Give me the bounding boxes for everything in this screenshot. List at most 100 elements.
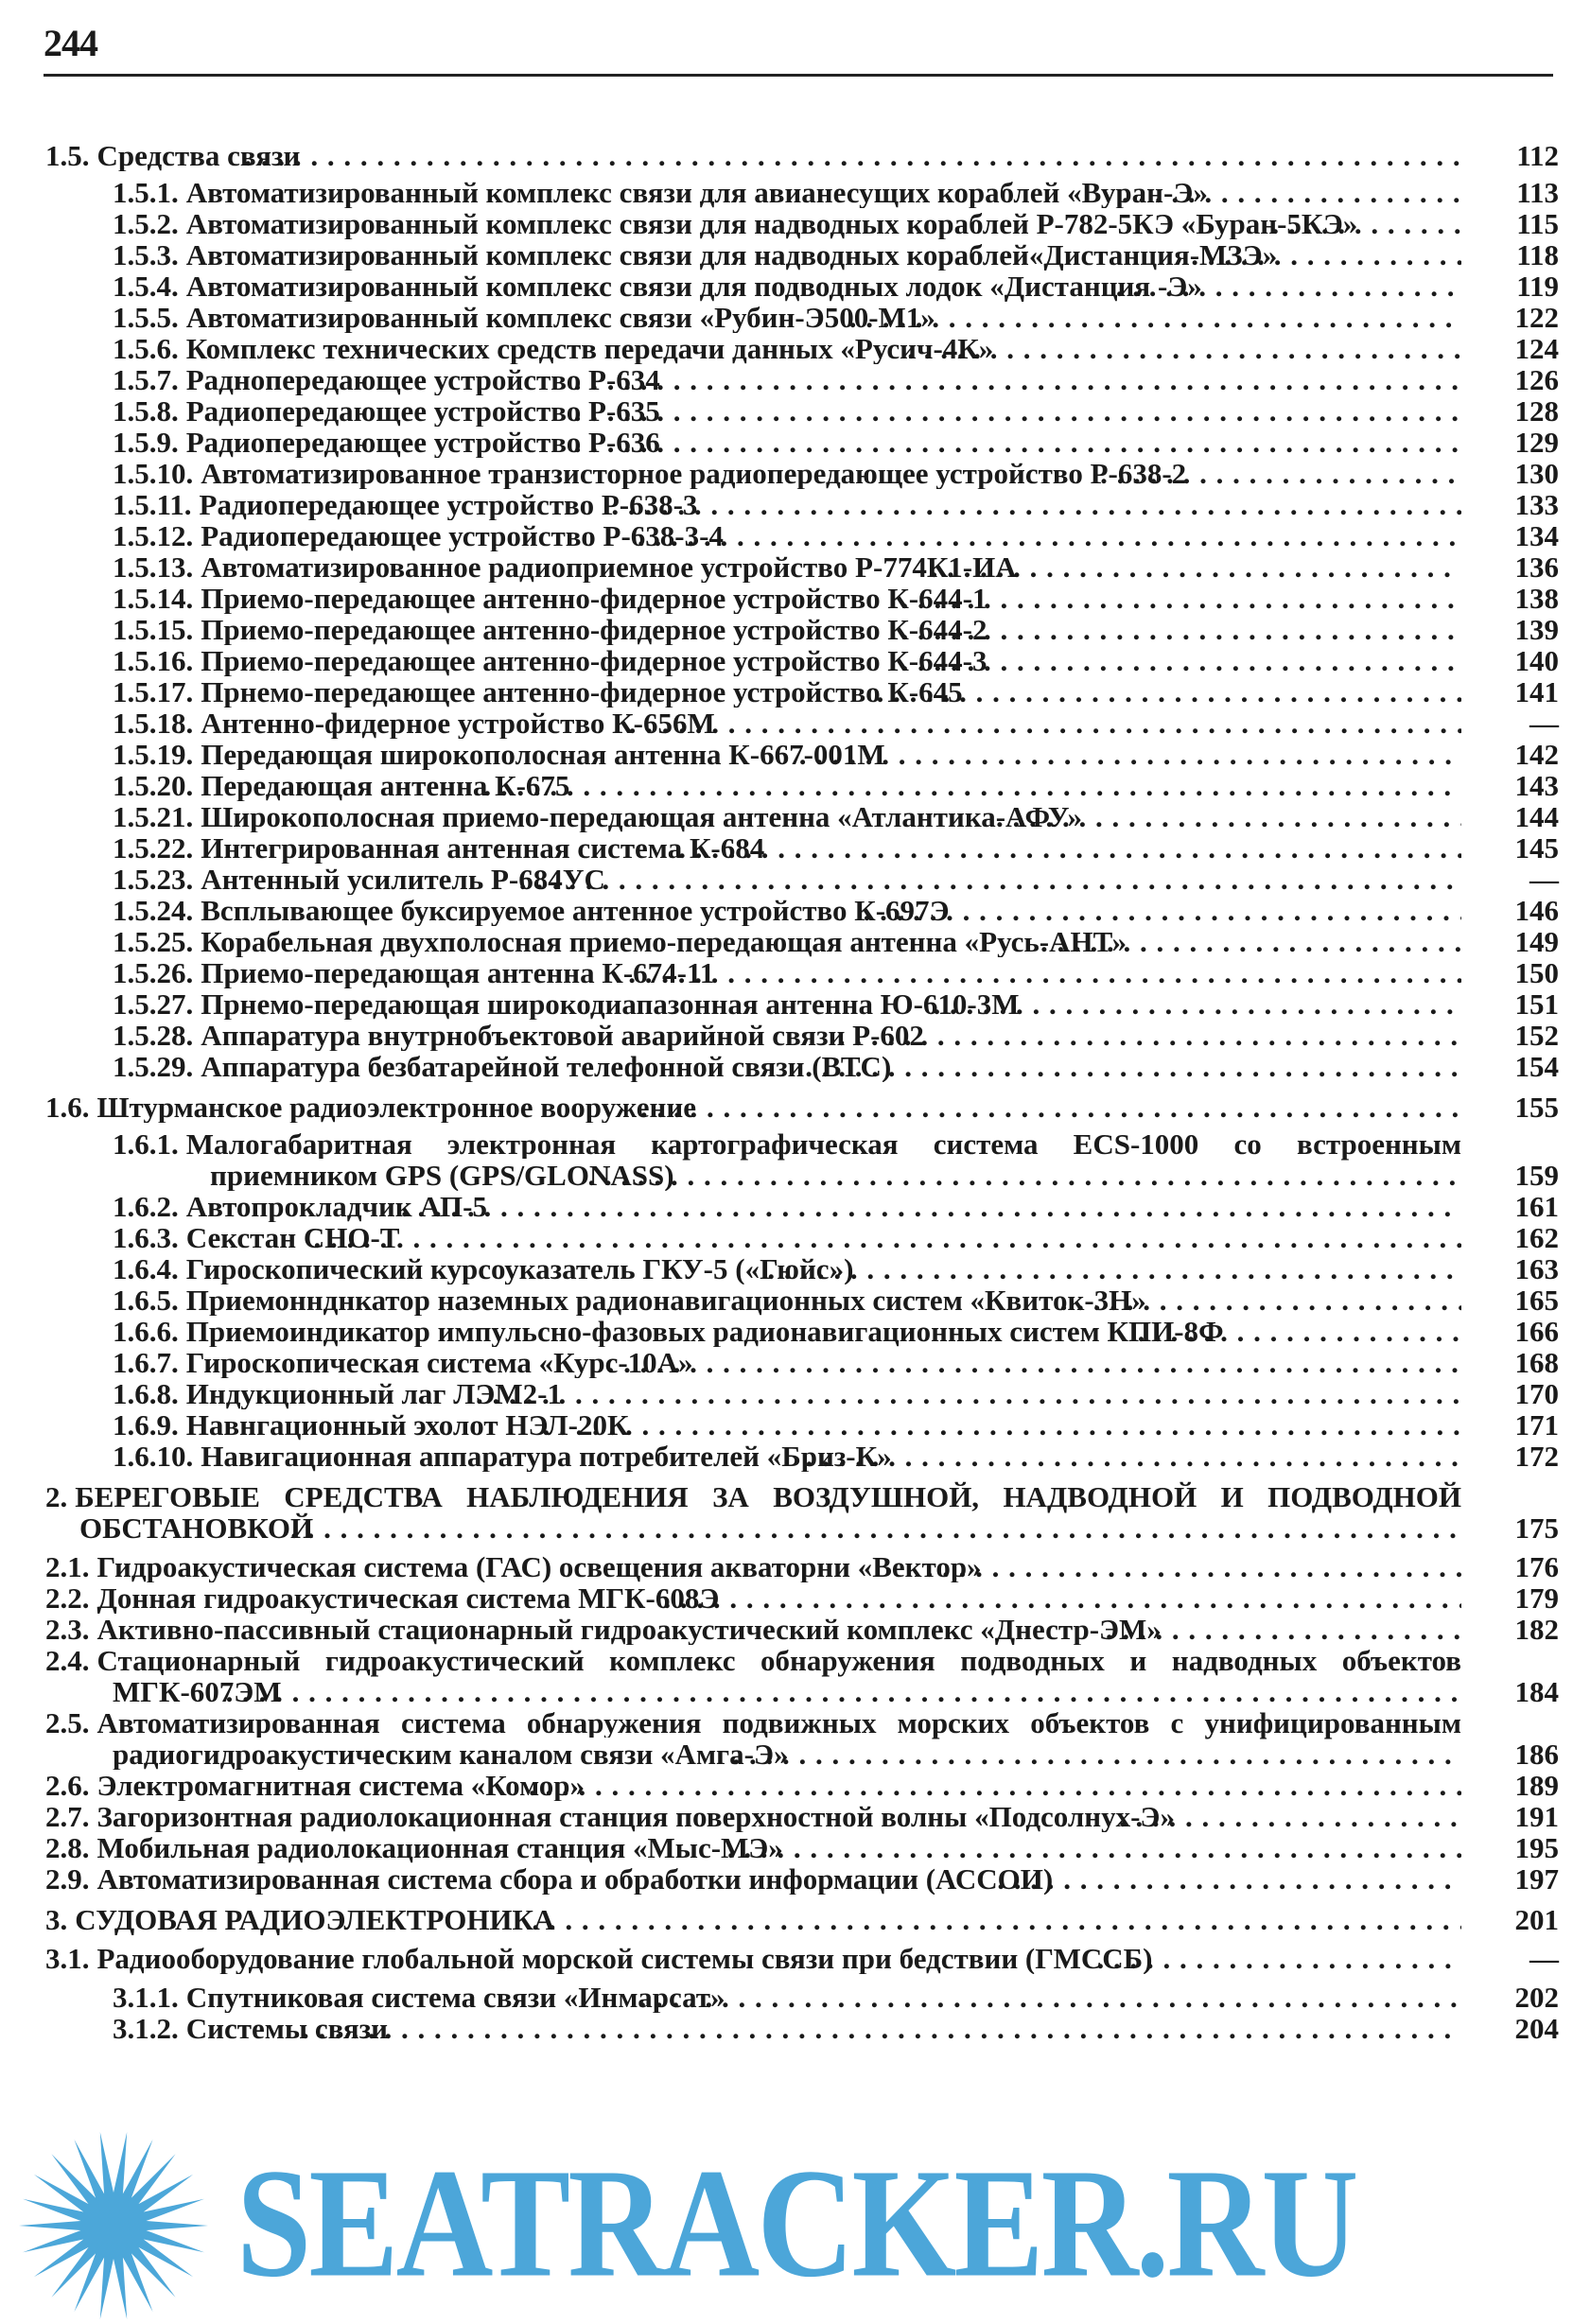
toc-entry[interactable]: 1.5.17. Прнемо-передающее антенно-фидерно… bbox=[45, 676, 1559, 708]
toc-entry-number: 1.5.19. bbox=[113, 739, 194, 770]
toc-entry[interactable]: 3.1. Радиооборудование глобальной морской… bbox=[45, 1943, 1559, 1974]
toc-entry[interactable]: 2.1. Гидроакустическая система (ГАС) осве… bbox=[45, 1551, 1559, 1582]
toc-entry[interactable]: 2.5. Автоматизированная система обнаружен… bbox=[45, 1707, 1559, 1770]
toc-entry[interactable]: 2.9. Автоматизированная система сбора и о… bbox=[45, 1863, 1559, 1895]
toc-entry[interactable]: 1.5.10. Автоматизированное транзисторное … bbox=[45, 458, 1559, 489]
toc-entry[interactable]: 2.8. Мобильная радиолокационная станция «… bbox=[45, 1832, 1559, 1863]
toc-entry[interactable]: 2. БЕРЕГОВЫЕ СРЕДСТВА НАБЛЮДЕНИЯ ЗА ВОЗДУ… bbox=[45, 1481, 1559, 1544]
toc-entry[interactable]: 1.5.Средства связи 112 bbox=[45, 140, 1559, 171]
toc-entry[interactable]: 1.5.15. Приемо-передающее антенно-фидерно… bbox=[45, 614, 1559, 645]
toc-entry-text: 1.6.1. Малогабаритная электронная картогр… bbox=[113, 1128, 1461, 1191]
toc-entry-body: 2.5. Автоматизированная система обнаружен… bbox=[45, 1707, 1461, 1770]
toc-entry-title: Аппаратура внутрнобъектовой аварийной св… bbox=[201, 1020, 924, 1051]
toc-entry[interactable]: 1.5.20.Передающая антенна К-675 143 bbox=[45, 770, 1559, 801]
toc-entry-text: 1.5.22. Интегрированная антенная система … bbox=[113, 832, 765, 864]
toc-entry[interactable]: 1.5.4. Автоматизированный комплекс связи … bbox=[45, 271, 1559, 302]
toc-entry-title: Электромагнитная система «Комор» bbox=[96, 1770, 586, 1801]
toc-entry[interactable]: 1.5.8.Радиопередающее устройство Р-635 12… bbox=[45, 395, 1559, 427]
toc-entry[interactable]: 1.6.9.Навнгационный эхолот НЭЛ-20К 171 bbox=[45, 1409, 1559, 1441]
toc-entry[interactable]: 1.5.2. Автоматизированный комплекс связи … bbox=[45, 208, 1559, 239]
toc-entry[interactable]: 2.4. Стационарный гидроакустический компл… bbox=[45, 1645, 1559, 1707]
toc-entry-title: Радиопередающее устройство Р-638-3-4 bbox=[201, 520, 724, 551]
toc-entry[interactable]: 1.5.6. Комплекс технических средств перед… bbox=[45, 333, 1559, 364]
toc-entry-title: Секстан СНО-Т bbox=[185, 1222, 400, 1253]
toc-entry-number: 1.6.4. bbox=[113, 1253, 179, 1284]
toc-entry-number: 2.5. bbox=[45, 1707, 90, 1739]
toc-entry[interactable]: 1.5.11. Радиопередающее устройство Р-638-… bbox=[45, 489, 1559, 520]
toc-entry[interactable]: 1.5.29. Аппаратура безбатарейной телефонн… bbox=[45, 1051, 1559, 1082]
toc-entry[interactable]: 1.5.25. Корабельная двухполосная приемо-п… bbox=[45, 926, 1559, 957]
toc-entry[interactable]: 1.5.28. Аппаратура внутрнобъектовой авари… bbox=[45, 1020, 1559, 1051]
toc-entry[interactable]: 1.5.12. Радиопередающее устройство Р-638-… bbox=[45, 520, 1559, 551]
toc-entry-number: 1.6.3. bbox=[113, 1222, 179, 1253]
toc-entry-page: 172 bbox=[1514, 1440, 1560, 1473]
toc-entry[interactable]: 1.5.16. Приемо-передающее антенно-фидерно… bbox=[45, 645, 1559, 676]
toc-entry-body: 1.6.6. Приемоиндикатор импульсно-фазовых … bbox=[45, 1316, 1461, 1347]
toc-entry[interactable]: 1.5.19. Передающая широкополосная антенна… bbox=[45, 739, 1559, 770]
toc-entry-text: 1.6.4. Гироскопический курсоуказатель ГКУ… bbox=[113, 1253, 854, 1284]
toc-entry[interactable]: 1.5.27. Прнемо-передающая широкодиапазонн… bbox=[45, 988, 1559, 1020]
toc-entry[interactable]: 1.5.13. Автоматизированное радиоприемное … bbox=[45, 551, 1559, 583]
toc-entry[interactable]: 2.3. Активно-пассивный стационарный гидро… bbox=[45, 1614, 1559, 1645]
toc-entry-body: 1.5.26. Приемо-передающая антенна К-674-1… bbox=[45, 957, 1461, 988]
toc-entry[interactable]: 1.5.3. Автоматизированный комплекс связи … bbox=[45, 239, 1559, 271]
toc-entry[interactable]: 2.6.Электромагнитная система «Комор» 189 bbox=[45, 1770, 1559, 1801]
toc-entry-text: 1.6.10. Навигационная аппаратура потребит… bbox=[113, 1441, 892, 1472]
toc-entry[interactable]: 1.5.22. Интегрированная антенная система … bbox=[45, 832, 1559, 864]
toc-entry-number: 3.1. bbox=[45, 1943, 90, 1974]
toc-entry[interactable]: 1.6.3.Секстан СНО-Т 162 bbox=[45, 1222, 1559, 1253]
toc-entry-page: 136 bbox=[1514, 550, 1560, 584]
toc-entry[interactable]: 1.6.5. Приемоннднкатор наземных радионави… bbox=[45, 1284, 1559, 1316]
toc-entry-body: 1.5.3. Автоматизированный комплекс связи … bbox=[45, 239, 1461, 271]
toc-entry-number: 2.6. bbox=[45, 1770, 90, 1801]
toc-entry-number: 1.5.25. bbox=[113, 926, 194, 957]
toc-entry[interactable]: 1.6.8.Индукционный лаг ЛЭМ2-1 170 bbox=[45, 1378, 1559, 1409]
toc-entry[interactable]: 3.1.2.Системы связи 204 bbox=[45, 2013, 1559, 2044]
toc-entry-title: Радиопередающее устройство Р-638-3 bbox=[199, 489, 698, 520]
toc-entry-text: 1.6.7. Гироскопическая система «Курс-10А» bbox=[113, 1347, 693, 1378]
toc-entry[interactable]: 1.5.5. Автоматизированный комплекс связи … bbox=[45, 302, 1559, 333]
toc-entry[interactable]: 1.5.23.Антенный усилитель Р-684УС — bbox=[45, 864, 1559, 895]
toc-entry[interactable]: 2.7. Загоризонтная радиолокационная станц… bbox=[45, 1801, 1559, 1832]
toc-entry-body: 1.5.9. Радиопередающее устройство Р-636 bbox=[45, 427, 1461, 458]
toc-entry[interactable]: 1.6.1. Малогабаритная электронная картогр… bbox=[45, 1128, 1559, 1191]
toc-entry-title: Автоматизированное радиоприемное устройс… bbox=[201, 551, 1017, 583]
toc-entry-page: — bbox=[1529, 1942, 1559, 1975]
toc-entry[interactable]: 1.6. Штурманское радиоэлектронное вооруже… bbox=[45, 1092, 1559, 1123]
toc-entry-page: 168 bbox=[1514, 1346, 1560, 1379]
toc-entry-body: 1.5.4. Автоматизированный комплекс связи … bbox=[45, 271, 1461, 302]
toc-entry[interactable]: 1.5.9.Радиопередающее устройство Р-636 12… bbox=[45, 427, 1559, 458]
toc-entry[interactable]: 1.5.21. Широкополосная приемо-передающая … bbox=[45, 801, 1559, 832]
toc-entry[interactable]: 1.5.18. Антенно-фидерное устройство К-656… bbox=[45, 708, 1559, 739]
toc-entry-page: 182 bbox=[1514, 1613, 1560, 1646]
toc-entry-page: 202 bbox=[1514, 1981, 1560, 2014]
toc-entry[interactable]: 2.2. Донная гидроакустическая система МГК… bbox=[45, 1582, 1559, 1614]
toc-entry[interactable]: 1.5.26. Приемо-передающая антенна К-674-1… bbox=[45, 957, 1559, 988]
toc-entry-body: 1.5.15. Приемо-передающее антенно-фидерно… bbox=[45, 614, 1461, 645]
toc-entry[interactable]: 1.5.24. Всплывающее буксируемое антенное … bbox=[45, 895, 1559, 926]
toc-entry[interactable]: 1.5.1. Автоматизированный комплекс связи … bbox=[45, 177, 1559, 208]
toc-entry-text: 1.5.16. Приемо-передающее антенно-фидерно… bbox=[113, 645, 987, 676]
toc-entry[interactable]: 1.6.2.Автопрокладчик АП-5 161 bbox=[45, 1191, 1559, 1222]
toc-entry-title: Приемо-передающее антенно-фидерное устро… bbox=[201, 583, 987, 614]
toc-entry-text: 2.7. Загоризонтная радиолокационная станц… bbox=[45, 1801, 1175, 1832]
toc-entry-title: Гидроакустическая система (ГАС) освещени… bbox=[96, 1551, 982, 1582]
toc-entry[interactable]: 1.6.10. Навигационная аппаратура потребит… bbox=[45, 1441, 1559, 1472]
toc-entry-body: 1.6.4. Гироскопический курсоуказатель ГКУ… bbox=[45, 1253, 1461, 1284]
toc-entry[interactable]: 1.6.4. Гироскопический курсоуказатель ГКУ… bbox=[45, 1253, 1559, 1284]
toc-entry-title: Гироскопическая система «Курс-10А» bbox=[185, 1347, 693, 1378]
toc-entry-text: 1.5.26. Приемо-передающая антенна К-674-1… bbox=[113, 957, 715, 988]
toc-entry[interactable]: 1.6.6. Приемоиндикатор импульсно-фазовых … bbox=[45, 1316, 1559, 1347]
page-number: 244 bbox=[44, 22, 98, 64]
toc-entry[interactable]: 1.5.14. Приемо-передающее антенно-фидерно… bbox=[45, 583, 1559, 614]
toc-entry[interactable]: 3.СУДОВАЯ РАДИОЭЛЕКТРОНИКА 201 bbox=[45, 1904, 1559, 1935]
toc-entry-body: 1.6.7. Гироскопическая система «Курс-10А» bbox=[45, 1347, 1461, 1378]
toc-entry-title: Приемо-передающая антенна К-674-11 bbox=[201, 957, 715, 988]
toc-entry[interactable]: 1.5.7.Раднопередающее устройство Р-634 12… bbox=[45, 364, 1559, 395]
toc-entry-title: Малогабаритная электронная картографичес… bbox=[185, 1128, 1461, 1191]
toc-entry[interactable]: 1.6.7. Гироскопическая система «Курс-10А»… bbox=[45, 1347, 1559, 1378]
toc-entry-page: 201 bbox=[1514, 1903, 1560, 1936]
toc-entry[interactable]: 3.1.1. Спутниковая система связи «Инмарса… bbox=[45, 1982, 1559, 2013]
toc-entry-number: 1.5. bbox=[45, 140, 90, 171]
toc-entry-body: 1.5.21. Широкополосная приемо-передающая … bbox=[45, 801, 1461, 832]
